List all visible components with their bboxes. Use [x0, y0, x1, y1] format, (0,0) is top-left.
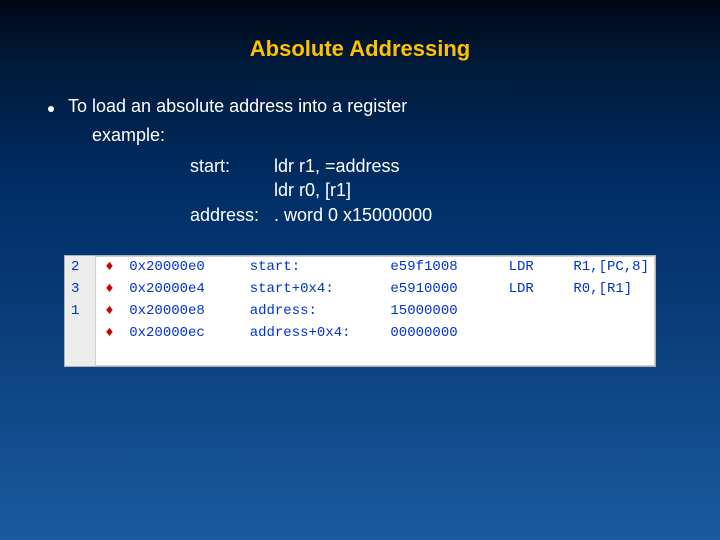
label-cell: address+0x4: [244, 322, 385, 344]
row-index [65, 344, 95, 366]
code-row: address: . word 0 x15000000 [190, 203, 700, 227]
label-cell: address: [244, 300, 385, 322]
hex-cell: 00000000 [384, 322, 502, 344]
row-index [65, 322, 95, 344]
bullet-icon [48, 106, 54, 112]
address-cell: 0x20000e0 [123, 256, 243, 278]
breakpoint-icon: ♦ [95, 256, 123, 278]
slide-title: Absolute Addressing [0, 0, 720, 62]
breakpoint-icon: ♦ [95, 322, 123, 344]
asm-pseudo-code: start: ldr r1, =address ldr r0, [r1] add… [190, 154, 700, 227]
bullet-text: To load an absolute address into a regis… [68, 96, 407, 117]
example-label: example: [92, 125, 700, 146]
table-row [65, 344, 655, 366]
table-row: 2 ♦ 0x20000e0 start: e59f1008 LDR R1,[PC… [65, 256, 655, 278]
operands-cell [567, 300, 655, 322]
mnemonic-cell: LDR [503, 256, 568, 278]
address-cell: 0x20000e4 [123, 278, 243, 300]
hex-cell: e5910000 [384, 278, 502, 300]
table-row: 1 ♦ 0x20000e8 address: 15000000 [65, 300, 655, 322]
table-row: 3 ♦ 0x20000e4 start+0x4: e5910000 LDR R0… [65, 278, 655, 300]
row-index: 1 [65, 300, 95, 322]
label-cell: start+0x4: [244, 278, 385, 300]
code-label: start: [190, 154, 274, 178]
slide: Absolute Addressing To load an absolute … [0, 0, 720, 540]
mnemonic-cell [503, 322, 568, 344]
row-index: 3 [65, 278, 95, 300]
operands-cell [567, 322, 655, 344]
hex-cell: e59f1008 [384, 256, 502, 278]
operands-cell: R1,[PC,8] [567, 256, 655, 278]
code-instr: . word 0 x15000000 [274, 203, 432, 227]
code-label [190, 178, 274, 202]
mnemonic-cell [503, 300, 568, 322]
empty-cell [95, 344, 655, 366]
hex-cell: 15000000 [384, 300, 502, 322]
bullet-row: To load an absolute address into a regis… [20, 96, 700, 117]
code-label: address: [190, 203, 274, 227]
operands-cell: R0,[R1] [567, 278, 655, 300]
breakpoint-icon: ♦ [95, 300, 123, 322]
code-instr: ldr r0, [r1] [274, 178, 351, 202]
mnemonic-cell: LDR [503, 278, 568, 300]
disassembly-panel: 2 ♦ 0x20000e0 start: e59f1008 LDR R1,[PC… [64, 255, 656, 367]
label-cell: start: [244, 256, 385, 278]
code-row: ldr r0, [r1] [190, 178, 700, 202]
row-index: 2 [65, 256, 95, 278]
table-row: ♦ 0x20000ec address+0x4: 00000000 [65, 322, 655, 344]
address-cell: 0x20000ec [123, 322, 243, 344]
breakpoint-icon: ♦ [95, 278, 123, 300]
disassembly-table: 2 ♦ 0x20000e0 start: e59f1008 LDR R1,[PC… [65, 256, 655, 366]
code-row: start: ldr r1, =address [190, 154, 700, 178]
code-instr: ldr r1, =address [274, 154, 400, 178]
address-cell: 0x20000e8 [123, 300, 243, 322]
slide-body: To load an absolute address into a regis… [0, 62, 720, 367]
